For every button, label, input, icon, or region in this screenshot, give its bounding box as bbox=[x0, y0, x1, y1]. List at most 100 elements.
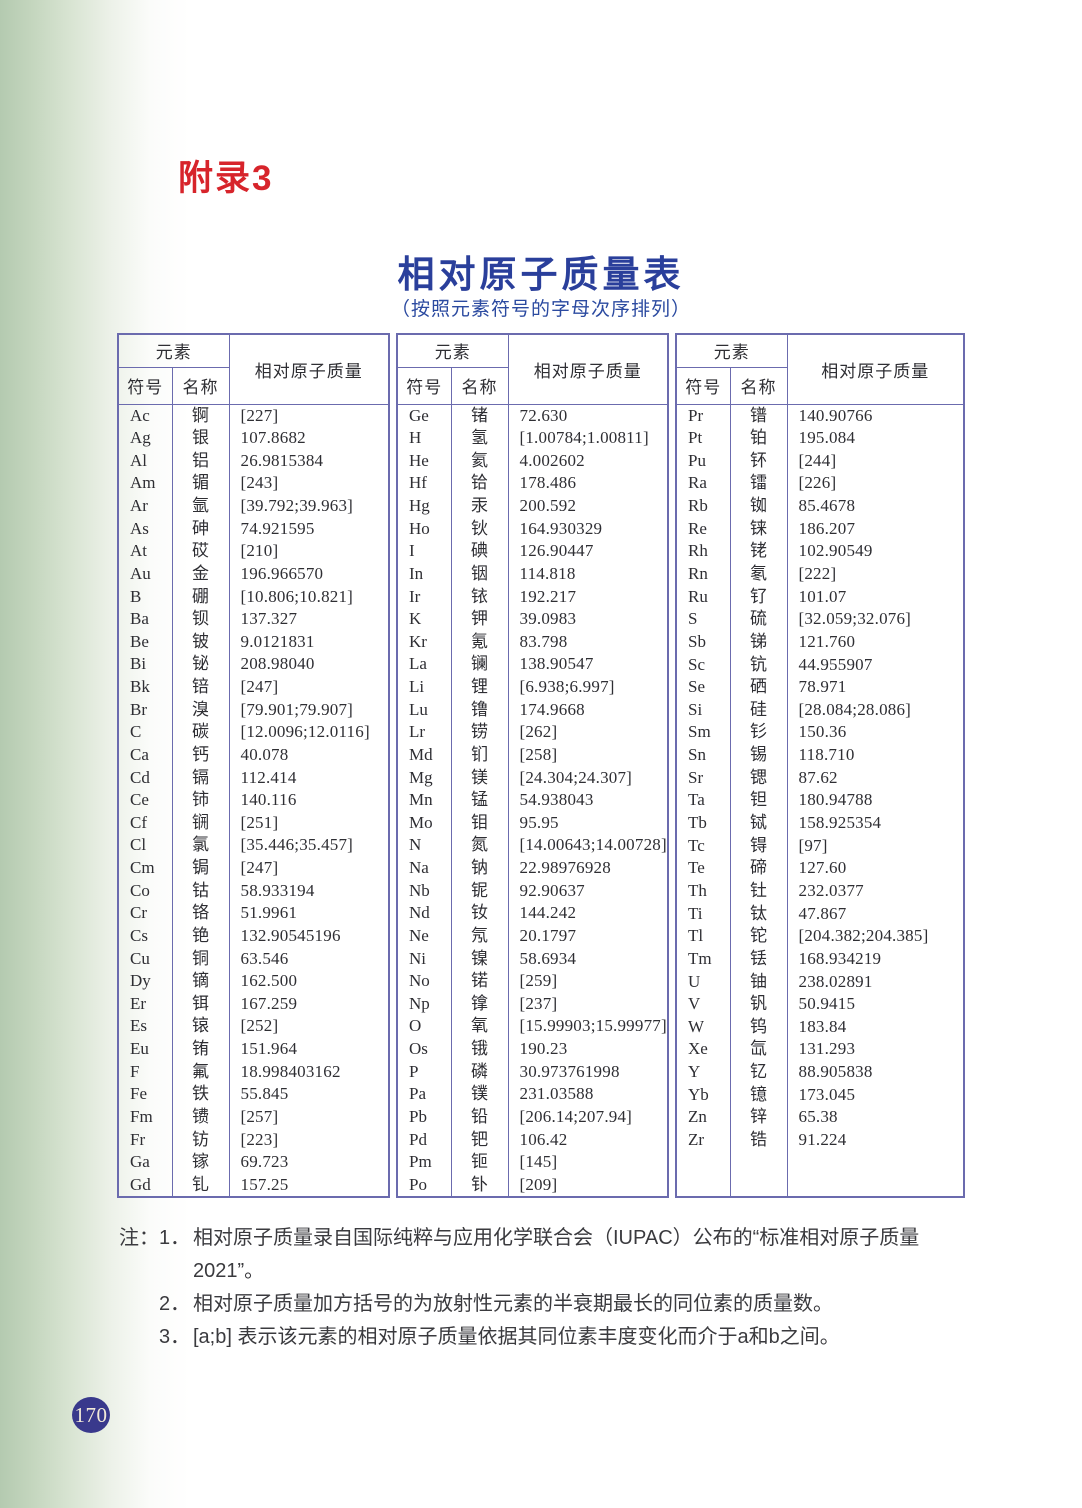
element-name: 镎 bbox=[450, 992, 509, 1016]
element-name: 砷 bbox=[171, 517, 230, 541]
element-name: 镱 bbox=[729, 1083, 788, 1107]
element-name: 磷 bbox=[450, 1060, 509, 1084]
element-name: 镨 bbox=[729, 404, 788, 428]
element-mass: 180.94788 bbox=[786, 789, 965, 813]
element-row: Ni 镍 58.6934 bbox=[396, 947, 669, 971]
element-mass: 195.084 bbox=[786, 427, 965, 450]
element-mass: [10.806;10.821] bbox=[228, 585, 390, 609]
element-name: 锿 bbox=[171, 1015, 230, 1038]
element-symbol: Ca bbox=[117, 743, 173, 767]
footnote-text: [a;b] 表示该元素的相对原子质量依据其同位素丰度变化而介于a和b之间。 bbox=[193, 1326, 840, 1348]
element-symbol: Zn bbox=[675, 1106, 731, 1129]
element-mass: 174.9668 bbox=[507, 698, 669, 722]
element-row: F 氟 18.998403162 bbox=[117, 1060, 390, 1084]
element-name: 溴 bbox=[171, 698, 230, 722]
footnotes-label: 注： bbox=[119, 1227, 159, 1249]
element-row: Po 钋 [209] bbox=[396, 1173, 669, 1198]
element-row: P 磷 30.973761998 bbox=[396, 1060, 669, 1084]
element-mass: [244] bbox=[786, 449, 965, 473]
element-row: Pm 钷 [145] bbox=[396, 1151, 669, 1174]
element-symbol: Br bbox=[117, 698, 173, 722]
element-symbol: Pb bbox=[396, 1105, 452, 1129]
element-mass: 69.723 bbox=[228, 1151, 390, 1174]
element-symbol: Se bbox=[675, 676, 731, 699]
element-name: 氩 bbox=[171, 495, 230, 518]
element-mass: 95.95 bbox=[507, 811, 669, 835]
element-symbol: Fr bbox=[117, 1128, 173, 1152]
element-row: Pt 铂 195.084 bbox=[675, 427, 965, 450]
element-name: 氦 bbox=[450, 449, 509, 473]
element-mass: 114.818 bbox=[507, 562, 669, 586]
element-symbol: La bbox=[396, 653, 452, 676]
element-mass: [237] bbox=[507, 992, 669, 1016]
element-mass: 30.973761998 bbox=[507, 1060, 669, 1084]
element-row: Rh 铑 102.90549 bbox=[675, 540, 965, 563]
element-symbol: Ce bbox=[117, 789, 173, 812]
element-row: Bk 锫 [247] bbox=[117, 676, 390, 699]
element-symbol: Pt bbox=[675, 427, 731, 450]
element-mass: 178.486 bbox=[507, 472, 669, 495]
element-symbol: Kr bbox=[396, 630, 452, 654]
element-name: 锫 bbox=[171, 676, 230, 699]
element-row: Ba 钡 137.327 bbox=[117, 608, 390, 631]
element-name: 钆 bbox=[171, 1173, 230, 1198]
element-name: 钼 bbox=[450, 811, 509, 835]
element-symbol: Ne bbox=[396, 924, 452, 948]
element-row: Hg 汞 200.592 bbox=[396, 495, 669, 518]
element-row: Ag 银 107.8682 bbox=[117, 427, 390, 450]
element-mass: 190.23 bbox=[507, 1038, 669, 1061]
element-symbol: U bbox=[675, 970, 731, 994]
element-row: Rb 铷 85.4678 bbox=[675, 495, 965, 518]
element-name: 铪 bbox=[450, 472, 509, 495]
element-mass: 137.327 bbox=[228, 608, 390, 631]
element-mass: 106.42 bbox=[507, 1128, 669, 1152]
element-row: In 铟 114.818 bbox=[396, 562, 669, 586]
element-mass: [243] bbox=[228, 472, 390, 495]
element-row: Nb 铌 92.90637 bbox=[396, 879, 669, 903]
element-name: 汞 bbox=[450, 495, 509, 518]
element-symbol: Re bbox=[675, 517, 731, 541]
element-symbol: Er bbox=[117, 992, 173, 1016]
element-mass: [6.938;6.997] bbox=[507, 676, 669, 699]
element-symbol: Sb bbox=[675, 630, 731, 654]
appendix-label: 附录3 bbox=[178, 159, 274, 198]
element-mass: 157.25 bbox=[228, 1173, 390, 1198]
element-symbol: Nb bbox=[396, 879, 452, 903]
element-mass: 63.546 bbox=[228, 947, 390, 971]
element-mass: 88.905838 bbox=[786, 1061, 965, 1084]
element-row: Au 金 196.966570 bbox=[117, 562, 390, 586]
element-mass: [14.00643;14.00728] bbox=[507, 834, 669, 857]
element-row: W 钨 183.84 bbox=[675, 1015, 965, 1039]
element-mass: 4.002602 bbox=[507, 449, 669, 473]
element-name: 钠 bbox=[450, 857, 509, 880]
element-mass: 164.930329 bbox=[507, 517, 669, 541]
element-symbol: Y bbox=[675, 1061, 731, 1084]
element-symbol: P bbox=[396, 1060, 452, 1084]
element-row: S 硫 [32.059;32.076] bbox=[675, 608, 965, 631]
element-name: 金 bbox=[171, 562, 230, 586]
element-symbol: Al bbox=[117, 449, 173, 473]
element-mass: 83.798 bbox=[507, 630, 669, 654]
element-symbol: Sm bbox=[675, 721, 731, 745]
element-row: Cu 铜 63.546 bbox=[117, 947, 390, 971]
element-symbol: Ar bbox=[117, 495, 173, 518]
atomic-mass-table: 元素 相对原子质量 符号 名称 Ac 锕 [227] Ag 银 107.8682 Al 铝 26… bbox=[117, 333, 965, 1199]
element-name: 锶 bbox=[729, 766, 788, 790]
element-symbol: As bbox=[117, 517, 173, 541]
element-mass: 101.07 bbox=[786, 585, 965, 609]
element-mass: [204.382;204.385] bbox=[786, 925, 965, 948]
element-symbol: Yb bbox=[675, 1083, 731, 1107]
element-mass: 200.592 bbox=[507, 495, 669, 518]
footnotes: 注： 1． 相对原子质量录自国际纯粹与应用化学联合会（IUPAC）公布的“标准相… bbox=[119, 1222, 955, 1354]
element-name: 硫 bbox=[729, 608, 788, 631]
element-symbol: He bbox=[396, 449, 452, 473]
element-row: Se 硒 78.971 bbox=[675, 676, 965, 699]
element-row: N 氮 [14.00643;14.00728] bbox=[396, 834, 669, 857]
footnote-3: 3． [a;b] 表示该元素的相对原子质量依据其同位素丰度变化而介于a和b之间。 bbox=[159, 1321, 955, 1354]
element-row: No 锘 [259] bbox=[396, 970, 669, 993]
element-row: Pu 钚 [244] bbox=[675, 449, 965, 473]
element-symbol: S bbox=[675, 608, 731, 631]
element-symbol: No bbox=[396, 970, 452, 993]
element-mass bbox=[786, 1174, 965, 1198]
